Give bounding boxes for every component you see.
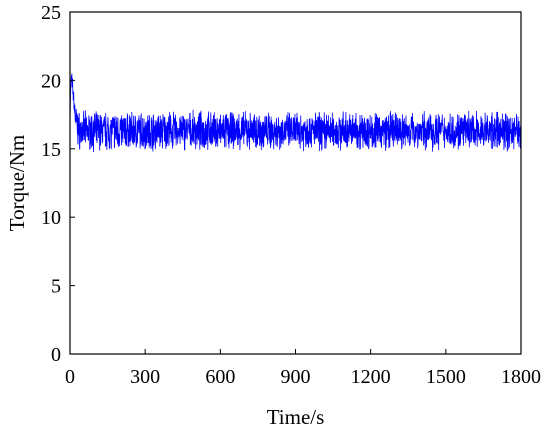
y-tick-label: 20 xyxy=(41,70,61,92)
x-tick-label: 0 xyxy=(65,366,75,388)
series-layer xyxy=(69,73,522,153)
x-tick-label: 1800 xyxy=(501,366,541,388)
y-tick-label: 0 xyxy=(51,344,61,366)
x-tick-label: 600 xyxy=(205,366,235,388)
x-axis-ticks: 0 300 600 900 1200 1500 1800 xyxy=(65,349,541,388)
y-tick-label: 5 xyxy=(51,276,61,298)
plot-frame xyxy=(69,11,522,355)
y-tick-label: 25 xyxy=(41,2,61,24)
y-tick-label: 15 xyxy=(41,139,61,161)
x-tick-label: 1200 xyxy=(351,366,391,388)
y-axis-ticks: 0 5 10 15 20 25 xyxy=(41,2,75,366)
x-axis-title: Time/s xyxy=(267,405,325,429)
y-tick-label: 10 xyxy=(41,207,61,229)
x-tick-label: 300 xyxy=(130,366,160,388)
x-tick-label: 900 xyxy=(281,366,311,388)
x-tick-label: 1500 xyxy=(426,366,466,388)
torque-series-line xyxy=(69,73,522,153)
y-axis-title: Torque/Nm xyxy=(5,135,29,232)
